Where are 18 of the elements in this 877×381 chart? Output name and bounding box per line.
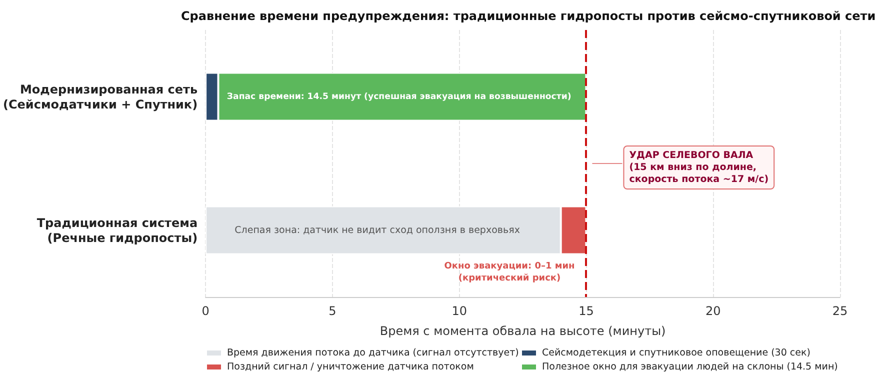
x-tick-label: 10 [452, 304, 467, 318]
legend-label: Время движения потока до датчика (сигнал отсутствует) [227, 348, 519, 358]
x-tick-label: 5 [328, 304, 336, 318]
ref-line-label: УДАР СЕЛЕВОГО ВАЛА (15 км вниз по долине, скорость потока ~17 м/с) [629, 150, 769, 185]
annotation: Окно эвакуации: 0–1 мин (критический риск) [444, 261, 575, 284]
legend-label: Полезное окно для эвакуации людей на склоны (14.5 мин) [542, 362, 838, 372]
annotation: Запас времени: 14.5 минут (успешная эвакуация на возвышенности) [226, 92, 572, 102]
annotation: Слепая зона: датчик не видит сход оползня в верховьях [234, 224, 520, 236]
legend-label: Сейсмодетекция и спутниковое оповещение (30 сек) [542, 348, 810, 358]
y-tick-label: Модернизированная сеть (Сейсмодатчики + Спутник) [3, 82, 198, 112]
x-tick-label: 25 [832, 304, 848, 318]
legend-label: Поздний сигнал / уничтожение датчика потоком [227, 362, 474, 372]
y-tick-label: Традиционная система (Речные гидропосты) [36, 216, 198, 245]
x-tick-label: 20 [705, 304, 721, 318]
x-axis-title: Время с момента обвала на высоте (минуты) [380, 324, 666, 338]
x-tick-label: 0 [202, 304, 210, 318]
chart-title: Сравнение времени предупреждения: традиционные гидропосты против сейсмо-спутниковой сети [181, 9, 876, 23]
x-tick-label: 15 [578, 304, 594, 318]
